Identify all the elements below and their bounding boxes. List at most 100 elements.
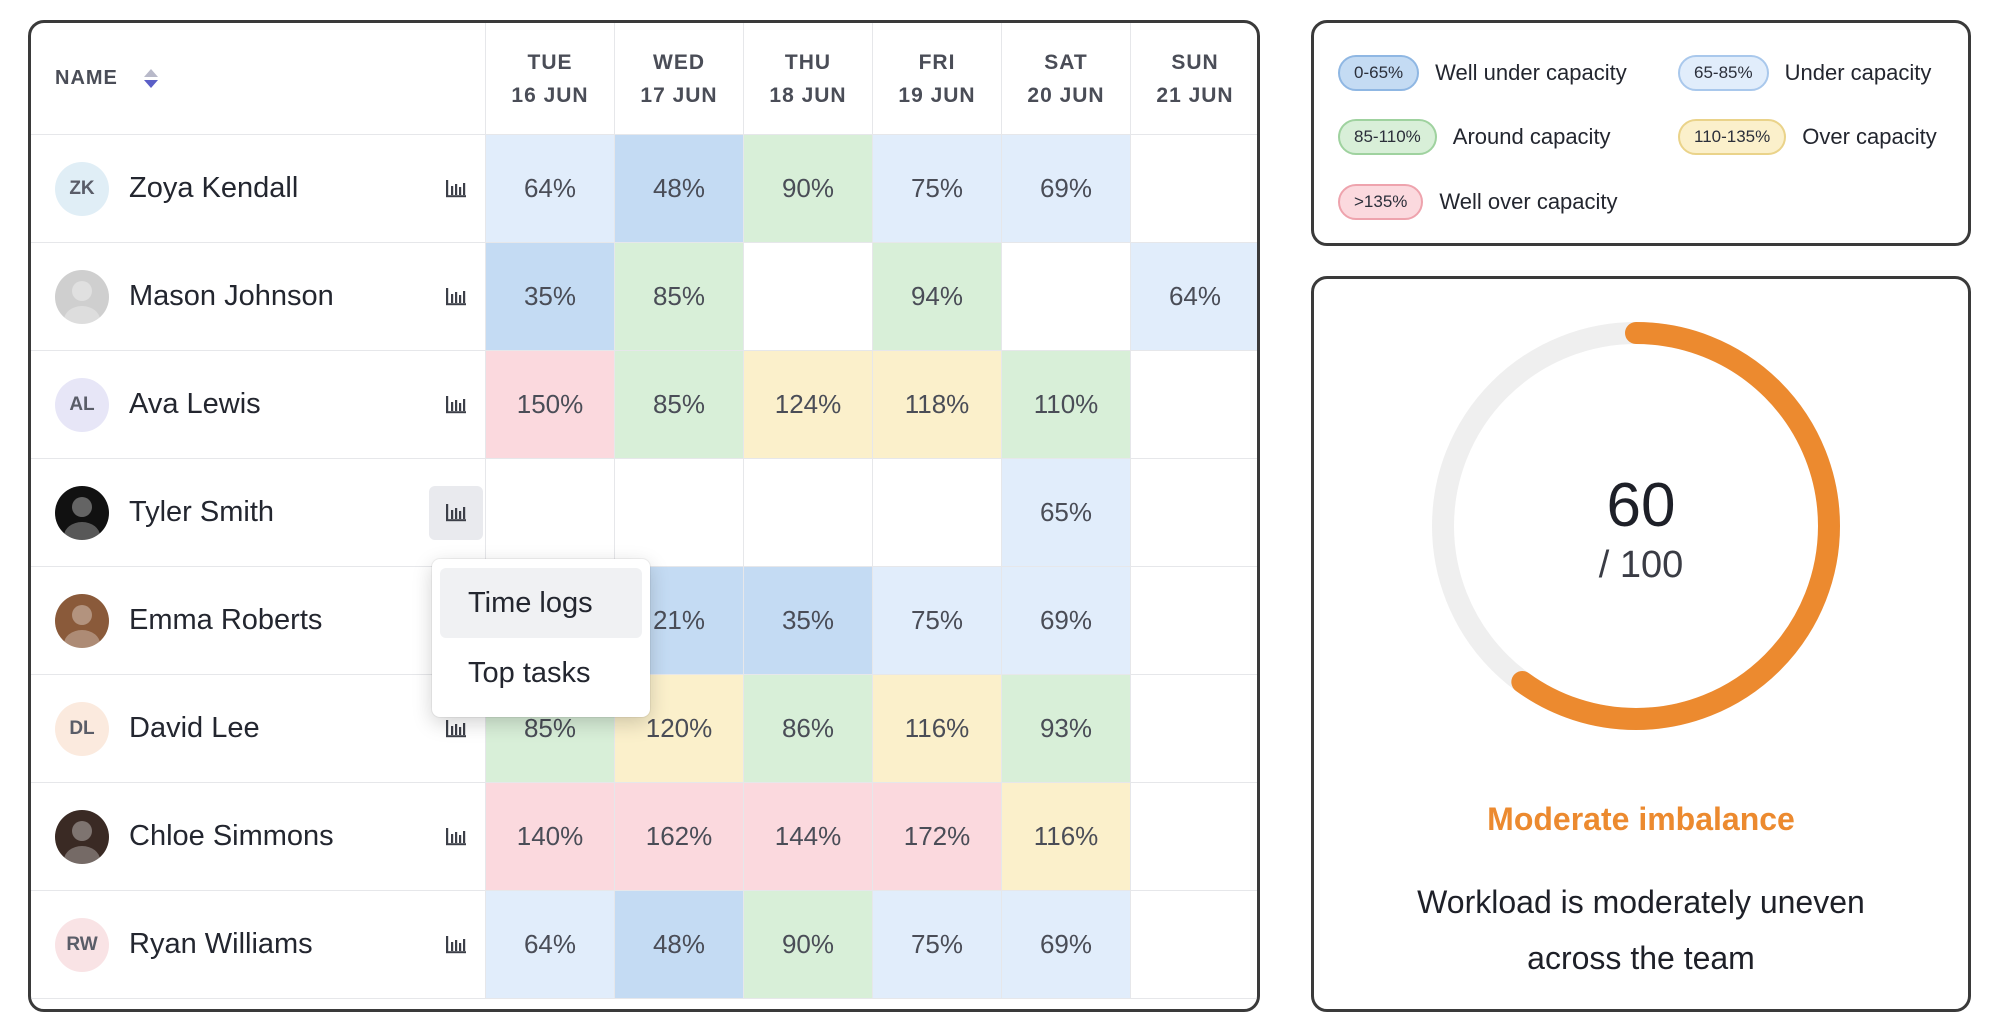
avatar — [55, 269, 109, 324]
day-of-week: THU — [784, 50, 832, 74]
member-name[interactable]: Ryan Williams — [129, 928, 313, 960]
capacity-cell[interactable]: 64% — [1131, 243, 1257, 351]
imbalance-description: Workload is moderately uneven across the… — [1417, 884, 1865, 976]
avatar — [55, 593, 109, 648]
score-max: / 100 — [1598, 544, 1684, 586]
name-column-header[interactable]: NAME — [31, 23, 486, 135]
capacity-grid: NAME TUE 16 JUN WED 17 JUN THU 18 JUN FRI 19 JUN… — [31, 23, 1257, 999]
workload-chart-icon[interactable] — [429, 485, 483, 540]
capacity-cell[interactable]: 69% — [1002, 135, 1131, 243]
team-member-row: Mason Johnson — [31, 243, 486, 351]
legend-pill: 65-85% — [1678, 55, 1769, 91]
day-header: TUE 16 JUN — [486, 23, 615, 135]
member-name[interactable]: Tyler Smith — [129, 496, 275, 528]
capacity-cell[interactable]: 116% — [873, 675, 1002, 783]
capacity-cell[interactable]: 116% — [1002, 783, 1131, 891]
capacity-cell[interactable]: 118% — [873, 351, 1002, 459]
day-date: 17 JUN — [640, 83, 718, 107]
avatar — [55, 485, 109, 540]
capacity-cell[interactable]: 150% — [486, 351, 615, 459]
capacity-cell[interactable]: 86% — [744, 675, 873, 783]
capacity-cell[interactable]: 90% — [744, 891, 873, 999]
legend-item-well-under: 0-65% Well under capacity — [1338, 55, 1627, 91]
workload-chart-icon[interactable] — [429, 702, 483, 756]
day-of-week: SUN — [1171, 50, 1219, 74]
workload-chart-icon[interactable] — [429, 810, 483, 864]
day-date: 21 JUN — [1156, 83, 1234, 107]
capacity-cell[interactable] — [744, 459, 873, 567]
capacity-cell[interactable]: 69% — [1002, 567, 1131, 675]
capacity-cell[interactable]: 162% — [615, 783, 744, 891]
legend-pill: >135% — [1338, 184, 1424, 220]
capacity-cell[interactable]: 75% — [873, 567, 1002, 675]
capacity-cell[interactable]: 69% — [1002, 891, 1131, 999]
capacity-cell[interactable]: 124% — [744, 351, 873, 459]
capacity-cell[interactable]: 75% — [873, 135, 1002, 243]
capacity-cell[interactable] — [1002, 243, 1131, 351]
team-member-row: RW Ryan Williams — [31, 891, 486, 999]
day-of-week: WED — [653, 50, 705, 74]
sort-desc-icon — [143, 80, 158, 88]
workload-chart-icon[interactable] — [429, 918, 483, 972]
legend-pill: 0-65% — [1338, 55, 1420, 91]
capacity-cell[interactable]: 140% — [486, 783, 615, 891]
capacity-cell[interactable]: 85% — [615, 351, 744, 459]
capacity-cell[interactable] — [1131, 459, 1257, 567]
member-name[interactable]: Emma Roberts — [129, 604, 323, 636]
capacity-cell[interactable]: 110% — [1002, 351, 1131, 459]
capacity-cell[interactable]: 35% — [486, 243, 615, 351]
avatar-photo — [64, 604, 100, 648]
capacity-cell[interactable] — [1131, 567, 1257, 675]
capacity-cell[interactable] — [486, 459, 615, 567]
capacity-cell[interactable] — [1131, 135, 1257, 243]
member-name[interactable]: David Lee — [129, 712, 260, 744]
capacity-cell[interactable] — [615, 459, 744, 567]
capacity-cell[interactable]: 94% — [873, 243, 1002, 351]
capacity-cell[interactable]: 144% — [744, 783, 873, 891]
capacity-cell[interactable]: 48% — [615, 135, 744, 243]
capacity-cell[interactable]: 90% — [744, 135, 873, 243]
capacity-cell[interactable]: 35% — [744, 567, 873, 675]
menu-item-top-tasks[interactable]: Top tasks — [468, 656, 591, 689]
team-member-row: Tyler Smith — [31, 459, 486, 567]
capacity-cell[interactable] — [873, 459, 1002, 567]
workload-chart-icon[interactable] — [429, 162, 483, 216]
balance-score-gauge — [1432, 322, 1840, 730]
capacity-cell[interactable] — [744, 243, 873, 351]
capacity-cell[interactable]: 64% — [486, 891, 615, 999]
legend-pill: 110-135% — [1678, 119, 1787, 155]
member-name[interactable]: Ava Lewis — [129, 388, 261, 420]
day-date: 20 JUN — [1027, 83, 1105, 107]
legend-label: Under capacity — [1784, 60, 1932, 85]
menu-item-time-logs[interactable]: Time logs — [440, 568, 642, 638]
capacity-cell[interactable] — [1131, 351, 1257, 459]
legend-item-around: 85-110% Around capacity — [1338, 119, 1611, 155]
capacity-cell[interactable] — [1131, 891, 1257, 999]
capacity-cell[interactable]: 64% — [486, 135, 615, 243]
legend-label: Over capacity — [1802, 124, 1937, 149]
capacity-cell[interactable]: 85% — [615, 243, 744, 351]
workload-chart-icon[interactable] — [429, 378, 483, 432]
capacity-cell[interactable]: 75% — [873, 891, 1002, 999]
legend-label: Well under capacity — [1435, 60, 1627, 85]
member-name[interactable]: Chloe Simmons — [129, 820, 334, 852]
capacity-cell[interactable]: 93% — [1002, 675, 1131, 783]
day-date: 19 JUN — [898, 83, 976, 107]
legend-pill: 85-110% — [1338, 119, 1437, 155]
capacity-cell[interactable]: 65% — [1002, 459, 1131, 567]
capacity-cell[interactable] — [1131, 675, 1257, 783]
member-name[interactable]: Zoya Kendall — [129, 172, 299, 204]
avatar: DL — [55, 701, 109, 756]
capacity-cell[interactable]: 172% — [873, 783, 1002, 891]
day-header: SAT 20 JUN — [1002, 23, 1131, 135]
avatar-photo — [64, 820, 100, 864]
sort-icon[interactable] — [143, 69, 158, 88]
workload-chart-icon[interactable] — [429, 270, 483, 324]
member-name[interactable]: Mason Johnson — [129, 280, 334, 312]
capacity-cell[interactable]: 48% — [615, 891, 744, 999]
avatar: RW — [55, 917, 109, 972]
capacity-cell[interactable] — [1131, 783, 1257, 891]
day-date: 18 JUN — [769, 83, 847, 107]
capacity-table-panel: NAME TUE 16 JUN WED 17 JUN THU 18 JUN FRI 19 JUN… — [28, 20, 1260, 1012]
avatar — [55, 809, 109, 864]
